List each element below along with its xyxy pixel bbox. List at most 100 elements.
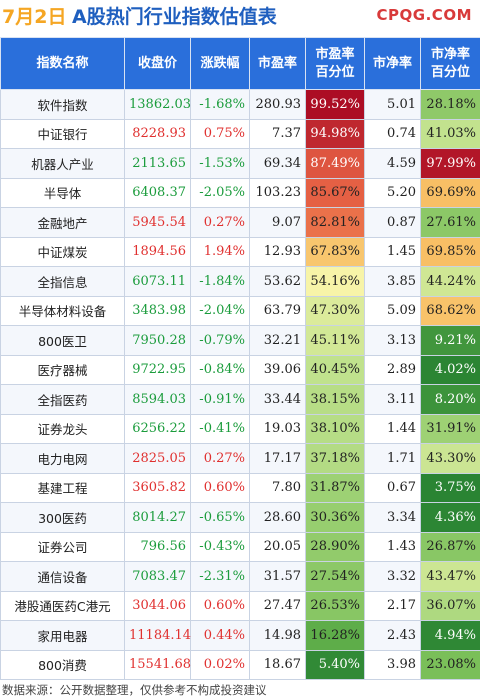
pe-cell: 39.06 (249, 354, 306, 385)
pe-cell: 7.80 (249, 472, 306, 503)
pb-cell: 2.17 (364, 590, 421, 621)
index-name-cell: 证券公司 (0, 531, 125, 562)
index-name-cell: 半导体材料设备 (0, 295, 125, 326)
pe-cell: 103.23 (249, 177, 306, 208)
pb-cell: 5.09 (364, 295, 421, 326)
index-name-cell: 医疗器械 (0, 354, 125, 385)
brand-logo: CPQG.COM (376, 6, 472, 24)
close-price-cell: 796.56 (124, 531, 191, 562)
table-row: 基建工程 3605.82 0.60% 7.80 31.87% 0.67 3.75% (0, 472, 480, 503)
pb-percentile-cell: 4.94% (420, 620, 480, 651)
pb-cell: 5.20 (364, 177, 421, 208)
table-row: 机器人产业 2113.65 -1.53% 69.34 87.49% 4.59 97.99% (0, 148, 480, 179)
change-cell: -1.53% (190, 148, 250, 179)
table-row: 中证银行 8228.93 0.75% 7.37 94.98% 0.74 41.03% (0, 118, 480, 149)
pe-percentile-cell: 87.49% (305, 148, 365, 179)
pe-cell: 280.93 (249, 89, 306, 120)
page-title: A股热门行业指数估值表 (72, 6, 277, 28)
pb-percentile-cell: 26.87% (420, 531, 480, 562)
pe-percentile-cell: 16.28% (305, 620, 365, 651)
index-name-cell: 港股通医药C港元 (0, 590, 125, 621)
pb-cell: 1.43 (364, 531, 421, 562)
pe-percentile-cell: 26.53% (305, 590, 365, 621)
index-name-cell: 全指医药 (0, 384, 125, 415)
page-header: 7月2日 A股热门行业指数估值表 CPQG.COM (0, 0, 480, 36)
pe-percentile-cell: 38.15% (305, 384, 365, 415)
index-name-cell: 800消费 (0, 649, 125, 680)
pb-cell: 3.32 (364, 561, 421, 592)
change-cell: 0.44% (190, 620, 250, 651)
pe-cell: 27.47 (249, 590, 306, 621)
pb-percentile-cell: 43.47% (420, 561, 480, 592)
close-price-cell: 11184.14 (124, 620, 191, 651)
change-cell: -0.91% (190, 384, 250, 415)
pe-cell: 31.57 (249, 561, 306, 592)
pe-cell: 32.21 (249, 325, 306, 356)
table-row: 中证煤炭 1894.56 1.94% 12.93 67.83% 1.45 69.85% (0, 236, 480, 267)
index-name-cell: 家用电器 (0, 620, 125, 651)
change-cell: -0.41% (190, 413, 250, 444)
valuation-table: 指数名称 收盘价 涨跌幅 市盈率 市盈率 百分位 市净率 市净率 百分位 软件指数 13862… (0, 37, 480, 680)
pb-percentile-cell: 3.75% (420, 472, 480, 503)
change-cell: -2.04% (190, 295, 250, 326)
index-name-cell: 机器人产业 (0, 148, 125, 179)
pb-percentile-cell: 43.30% (420, 443, 480, 474)
pb-cell: 3.11 (364, 384, 421, 415)
change-cell: 0.02% (190, 649, 250, 680)
change-cell: 0.60% (190, 472, 250, 503)
pb-percentile-cell: 4.36% (420, 502, 480, 533)
table-header-row: 指数名称 收盘价 涨跌幅 市盈率 市盈率 百分位 市净率 市净率 百分位 (0, 37, 480, 90)
close-price-cell: 7083.47 (124, 561, 191, 592)
change-cell: 1.94% (190, 236, 250, 267)
close-price-cell: 2113.65 (124, 148, 191, 179)
pb-cell: 3.85 (364, 266, 421, 297)
index-name-cell: 800医卫 (0, 325, 125, 356)
col-header-pb: 市净率 (364, 37, 421, 90)
change-cell: 0.75% (190, 118, 250, 149)
change-cell: -0.84% (190, 354, 250, 385)
change-cell: 0.60% (190, 590, 250, 621)
pb-cell: 2.89 (364, 354, 421, 385)
close-price-cell: 6256.22 (124, 413, 191, 444)
col-header-pe: 市盈率 (249, 37, 306, 90)
close-price-cell: 5945.54 (124, 207, 191, 238)
pb-percentile-cell: 8.20% (420, 384, 480, 415)
pe-cell: 33.44 (249, 384, 306, 415)
close-price-cell: 6408.37 (124, 177, 191, 208)
pb-percentile-cell: 68.62% (420, 295, 480, 326)
table-row: 证券龙头 6256.22 -0.41% 19.03 38.10% 1.44 31.91% (0, 413, 480, 444)
pb-percentile-cell: 97.99% (420, 148, 480, 179)
pe-cell: 19.03 (249, 413, 306, 444)
pb-cell: 3.34 (364, 502, 421, 533)
index-name-cell: 中证银行 (0, 118, 125, 149)
table-row: 半导体材料设备 3483.98 -2.04% 63.79 47.30% 5.09 68.62… (0, 295, 480, 326)
pb-cell: 4.59 (364, 148, 421, 179)
close-price-cell: 8014.27 (124, 502, 191, 533)
table-row: 全指信息 6073.11 -1.84% 53.62 54.16% 3.85 44.24% (0, 266, 480, 297)
close-price-cell: 6073.11 (124, 266, 191, 297)
close-price-cell: 9722.95 (124, 354, 191, 385)
index-name-cell: 中证煤炭 (0, 236, 125, 267)
col-header-change: 涨跌幅 (190, 37, 250, 90)
pe-cell: 20.05 (249, 531, 306, 562)
pb-cell: 0.74 (364, 118, 421, 149)
pb-percentile-cell: 23.08% (420, 649, 480, 680)
close-price-cell: 3483.98 (124, 295, 191, 326)
pb-cell: 1.71 (364, 443, 421, 474)
pe-cell: 69.34 (249, 148, 306, 179)
change-cell: -1.68% (190, 89, 250, 120)
pe-percentile-cell: 5.40% (305, 649, 365, 680)
pe-percentile-cell: 40.45% (305, 354, 365, 385)
pb-cell: 0.87 (364, 207, 421, 238)
change-cell: 0.27% (190, 443, 250, 474)
header-date: 7月2日 (2, 6, 67, 28)
table-row: 软件指数 13862.03 -1.68% 280.93 99.52% 5.01 28.18% (0, 89, 480, 120)
pb-percentile-cell: 31.91% (420, 413, 480, 444)
pb-percentile-cell: 28.18% (420, 89, 480, 120)
pe-cell: 53.62 (249, 266, 306, 297)
pe-cell: 17.17 (249, 443, 306, 474)
close-price-cell: 8594.03 (124, 384, 191, 415)
pb-cell: 1.44 (364, 413, 421, 444)
pe-percentile-cell: 27.54% (305, 561, 365, 592)
pe-percentile-cell: 30.36% (305, 502, 365, 533)
